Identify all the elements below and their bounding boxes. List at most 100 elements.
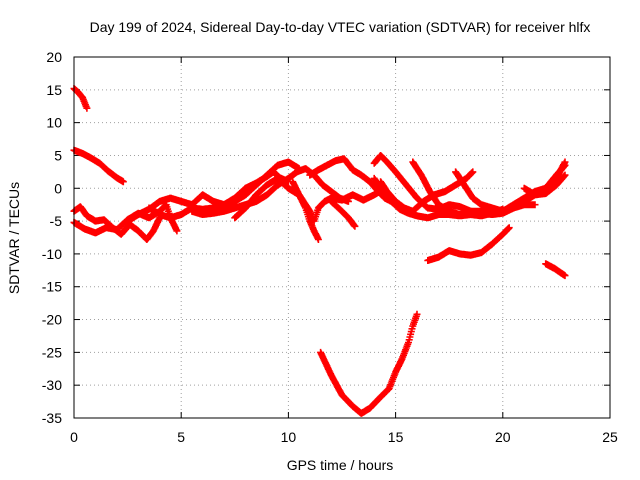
data-point bbox=[304, 207, 307, 209]
data-point bbox=[470, 254, 472, 256]
data-point bbox=[180, 213, 182, 216]
data-point bbox=[427, 259, 429, 262]
y-tick-label: -25 bbox=[42, 344, 62, 360]
data-point bbox=[129, 223, 131, 225]
data-point bbox=[437, 213, 440, 216]
data-point bbox=[244, 194, 247, 196]
data-point bbox=[444, 190, 446, 193]
data-point bbox=[296, 171, 298, 173]
data-point bbox=[103, 219, 105, 221]
data-point bbox=[395, 371, 397, 373]
series-markers bbox=[542, 260, 569, 280]
data-point bbox=[234, 200, 236, 202]
data-point bbox=[81, 97, 84, 99]
x-tick-label: 25 bbox=[602, 429, 618, 445]
data-point bbox=[491, 243, 493, 245]
data-point bbox=[313, 220, 315, 222]
data-point bbox=[287, 187, 289, 189]
data-point bbox=[523, 200, 525, 202]
data-point bbox=[180, 200, 182, 202]
data-point bbox=[81, 152, 84, 155]
data-point bbox=[412, 161, 414, 163]
series-markers bbox=[70, 146, 127, 186]
data-point bbox=[480, 210, 482, 212]
series-markers bbox=[70, 85, 91, 112]
data-point bbox=[317, 207, 320, 209]
data-point bbox=[94, 220, 97, 222]
data-point bbox=[360, 412, 362, 415]
data-point bbox=[401, 358, 403, 360]
data-point bbox=[146, 238, 148, 241]
y-tick-label: 5 bbox=[54, 147, 62, 163]
data-point bbox=[480, 204, 482, 206]
data-point bbox=[99, 162, 101, 164]
series-layer bbox=[70, 85, 569, 417]
x-tick-label: 15 bbox=[388, 429, 404, 445]
data-point bbox=[534, 204, 536, 206]
data-point bbox=[86, 215, 88, 217]
data-point bbox=[244, 207, 247, 209]
data-point bbox=[234, 207, 236, 209]
data-point bbox=[277, 184, 279, 186]
data-point bbox=[334, 160, 337, 162]
data-point bbox=[422, 200, 425, 202]
data-point bbox=[412, 325, 414, 327]
data-point bbox=[564, 274, 566, 277]
data-point bbox=[266, 194, 268, 196]
data-point bbox=[564, 174, 566, 176]
y-tick-label: -10 bbox=[42, 246, 62, 262]
data-point bbox=[212, 212, 214, 214]
data-point bbox=[555, 184, 558, 186]
data-point bbox=[379, 396, 382, 398]
series-arc-17 bbox=[520, 171, 569, 199]
data-point bbox=[322, 184, 324, 186]
data-point bbox=[399, 208, 401, 210]
data-point bbox=[319, 351, 322, 353]
data-point bbox=[116, 229, 118, 231]
data-point bbox=[465, 187, 467, 189]
data-point bbox=[223, 210, 225, 212]
data-point bbox=[352, 169, 354, 171]
data-point bbox=[330, 190, 332, 193]
data-point bbox=[534, 194, 536, 196]
data-point bbox=[480, 215, 482, 217]
data-point bbox=[292, 181, 294, 183]
data-point bbox=[304, 167, 307, 170]
data-point bbox=[459, 206, 461, 208]
data-point bbox=[437, 208, 440, 210]
data-point bbox=[127, 220, 129, 222]
data-point bbox=[169, 217, 172, 219]
data-point bbox=[84, 228, 86, 230]
data-point bbox=[354, 225, 356, 227]
y-tick-label: 20 bbox=[46, 49, 62, 65]
data-point bbox=[448, 204, 450, 206]
data-point bbox=[202, 208, 204, 210]
data-point bbox=[343, 158, 345, 160]
data-point bbox=[191, 210, 193, 212]
y-tick-label: 0 bbox=[54, 180, 62, 196]
data-point bbox=[94, 232, 97, 234]
data-point bbox=[317, 169, 320, 171]
data-point bbox=[437, 256, 440, 258]
data-point bbox=[472, 171, 474, 173]
data-point bbox=[429, 190, 431, 193]
series-arc-20 bbox=[317, 310, 421, 417]
data-point bbox=[564, 164, 566, 166]
data-point bbox=[341, 199, 343, 201]
data-point bbox=[523, 187, 525, 189]
y-tick-label: -5 bbox=[50, 213, 63, 229]
data-point bbox=[122, 181, 124, 183]
series-arc-02 bbox=[70, 146, 127, 186]
data-point bbox=[159, 213, 161, 216]
data-point bbox=[508, 227, 510, 229]
series-arc-18 bbox=[424, 224, 513, 264]
y-tick-label: 10 bbox=[46, 115, 62, 131]
data-point bbox=[373, 162, 375, 164]
data-point bbox=[545, 187, 547, 189]
data-point bbox=[362, 199, 365, 201]
data-point bbox=[388, 387, 390, 390]
data-point bbox=[137, 213, 139, 216]
y-tick-label: -20 bbox=[42, 312, 62, 328]
data-point bbox=[137, 230, 139, 232]
data-point bbox=[266, 174, 268, 176]
